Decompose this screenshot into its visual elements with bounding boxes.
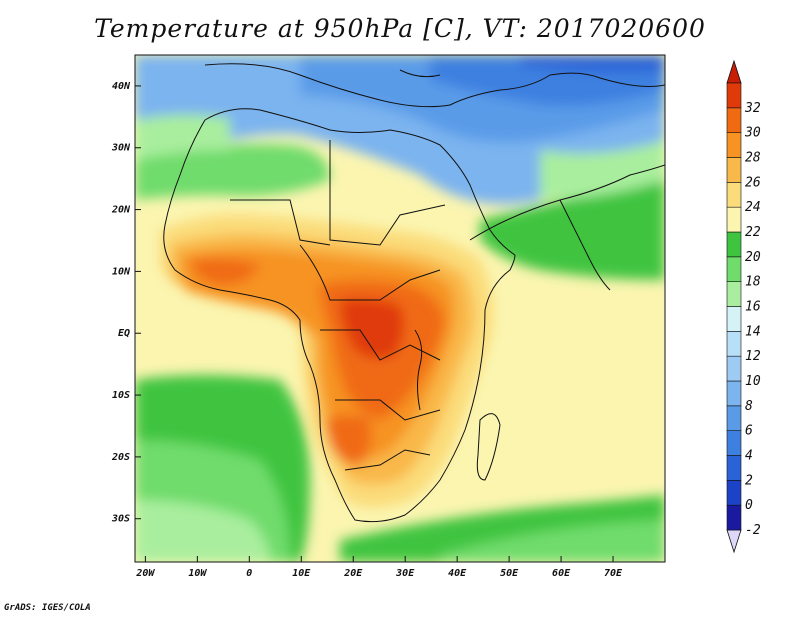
latitude-axis: 40N 30N 20N 10N EQ 10S 20S 30S <box>111 81 141 525</box>
colorbar-swatch <box>726 504 742 531</box>
colorbar-label: 2 <box>745 473 753 488</box>
colorbar-label: -2 <box>745 523 761 538</box>
lon-tick-label: 70E <box>604 568 623 579</box>
lon-tick-label: 40E <box>448 568 467 579</box>
lat-tick-label: 20N <box>111 205 131 216</box>
colorbar-swatch <box>726 107 742 133</box>
colorbar-swatch <box>726 380 742 407</box>
colorbar-label: 26 <box>745 175 761 190</box>
colorbar-label: 8 <box>745 399 753 414</box>
colorbar-swatch <box>726 430 742 456</box>
colorbar-label: 20 <box>745 250 761 265</box>
longitude-axis: 20W 10W 0 10E 20E 30E 40E 50E 60E 70E <box>135 556 623 579</box>
colorbar-label: 10 <box>745 374 761 389</box>
lat-tick-label: 10N <box>112 266 131 277</box>
colorbar-label: 16 <box>745 300 761 315</box>
colorbar-high-arrow <box>726 59 742 84</box>
colorbar-swatch <box>726 480 742 506</box>
colorbar-swatch <box>726 182 742 208</box>
colorbar-swatch <box>726 82 742 109</box>
lon-tick-label: 20E <box>343 568 363 579</box>
colorbar-label: 22 <box>745 225 761 240</box>
lat-tick-label: EQ <box>118 328 130 339</box>
lat-tick-label: 30N <box>111 143 131 154</box>
lat-tick-label: 20S <box>111 452 130 463</box>
colorbar-label: 24 <box>745 200 761 215</box>
chart-title: Temperature at 950hPa [C], VT: 201702060… <box>94 14 706 43</box>
lon-tick-label: 10E <box>292 568 311 579</box>
colorbar-label: 28 <box>745 151 761 166</box>
lat-tick-label: 30S <box>111 514 130 525</box>
colorbar-label: 4 <box>745 449 753 464</box>
colorbar-swatch <box>726 355 742 382</box>
lon-tick-label: 50E <box>500 568 519 579</box>
colorbar-label: 30 <box>744 126 761 141</box>
colorbar-label: 32 <box>744 101 761 116</box>
lon-tick-label: 60E <box>552 568 571 579</box>
coastlines <box>163 63 665 523</box>
colorbar-label: 18 <box>745 275 761 290</box>
colorbar-swatch <box>726 281 742 307</box>
footer-credit: GrADS: IGES/COLA <box>4 603 91 613</box>
colorbar-swatch <box>726 231 742 258</box>
plot-frame <box>134 54 666 563</box>
colorbar-swatch <box>726 206 742 233</box>
colorbar-swatch <box>726 405 742 431</box>
lon-tick-label: 0 <box>246 568 252 579</box>
lat-tick-label: 10S <box>112 390 130 401</box>
colorbar-swatch <box>726 455 742 481</box>
lat-tick-label: 40N <box>112 81 131 92</box>
temperature-field <box>135 55 665 562</box>
colorbar-swatch <box>726 157 742 183</box>
colorbar-swatch <box>726 331 742 357</box>
colorbar-swatch <box>726 132 742 158</box>
lon-tick-label: 20W <box>135 568 155 579</box>
colorbar-label: 0 <box>745 498 753 513</box>
lon-tick-label: 30E <box>395 568 415 579</box>
colorbar-label: 6 <box>745 424 753 439</box>
colorbar-label: 12 <box>745 349 761 364</box>
colorbar-swatch <box>726 306 742 332</box>
colorbar-low-arrow <box>726 529 742 554</box>
lon-tick-label: 10W <box>188 568 207 579</box>
colorbar-swatch <box>726 256 742 282</box>
colorbar-label: 14 <box>745 324 761 339</box>
